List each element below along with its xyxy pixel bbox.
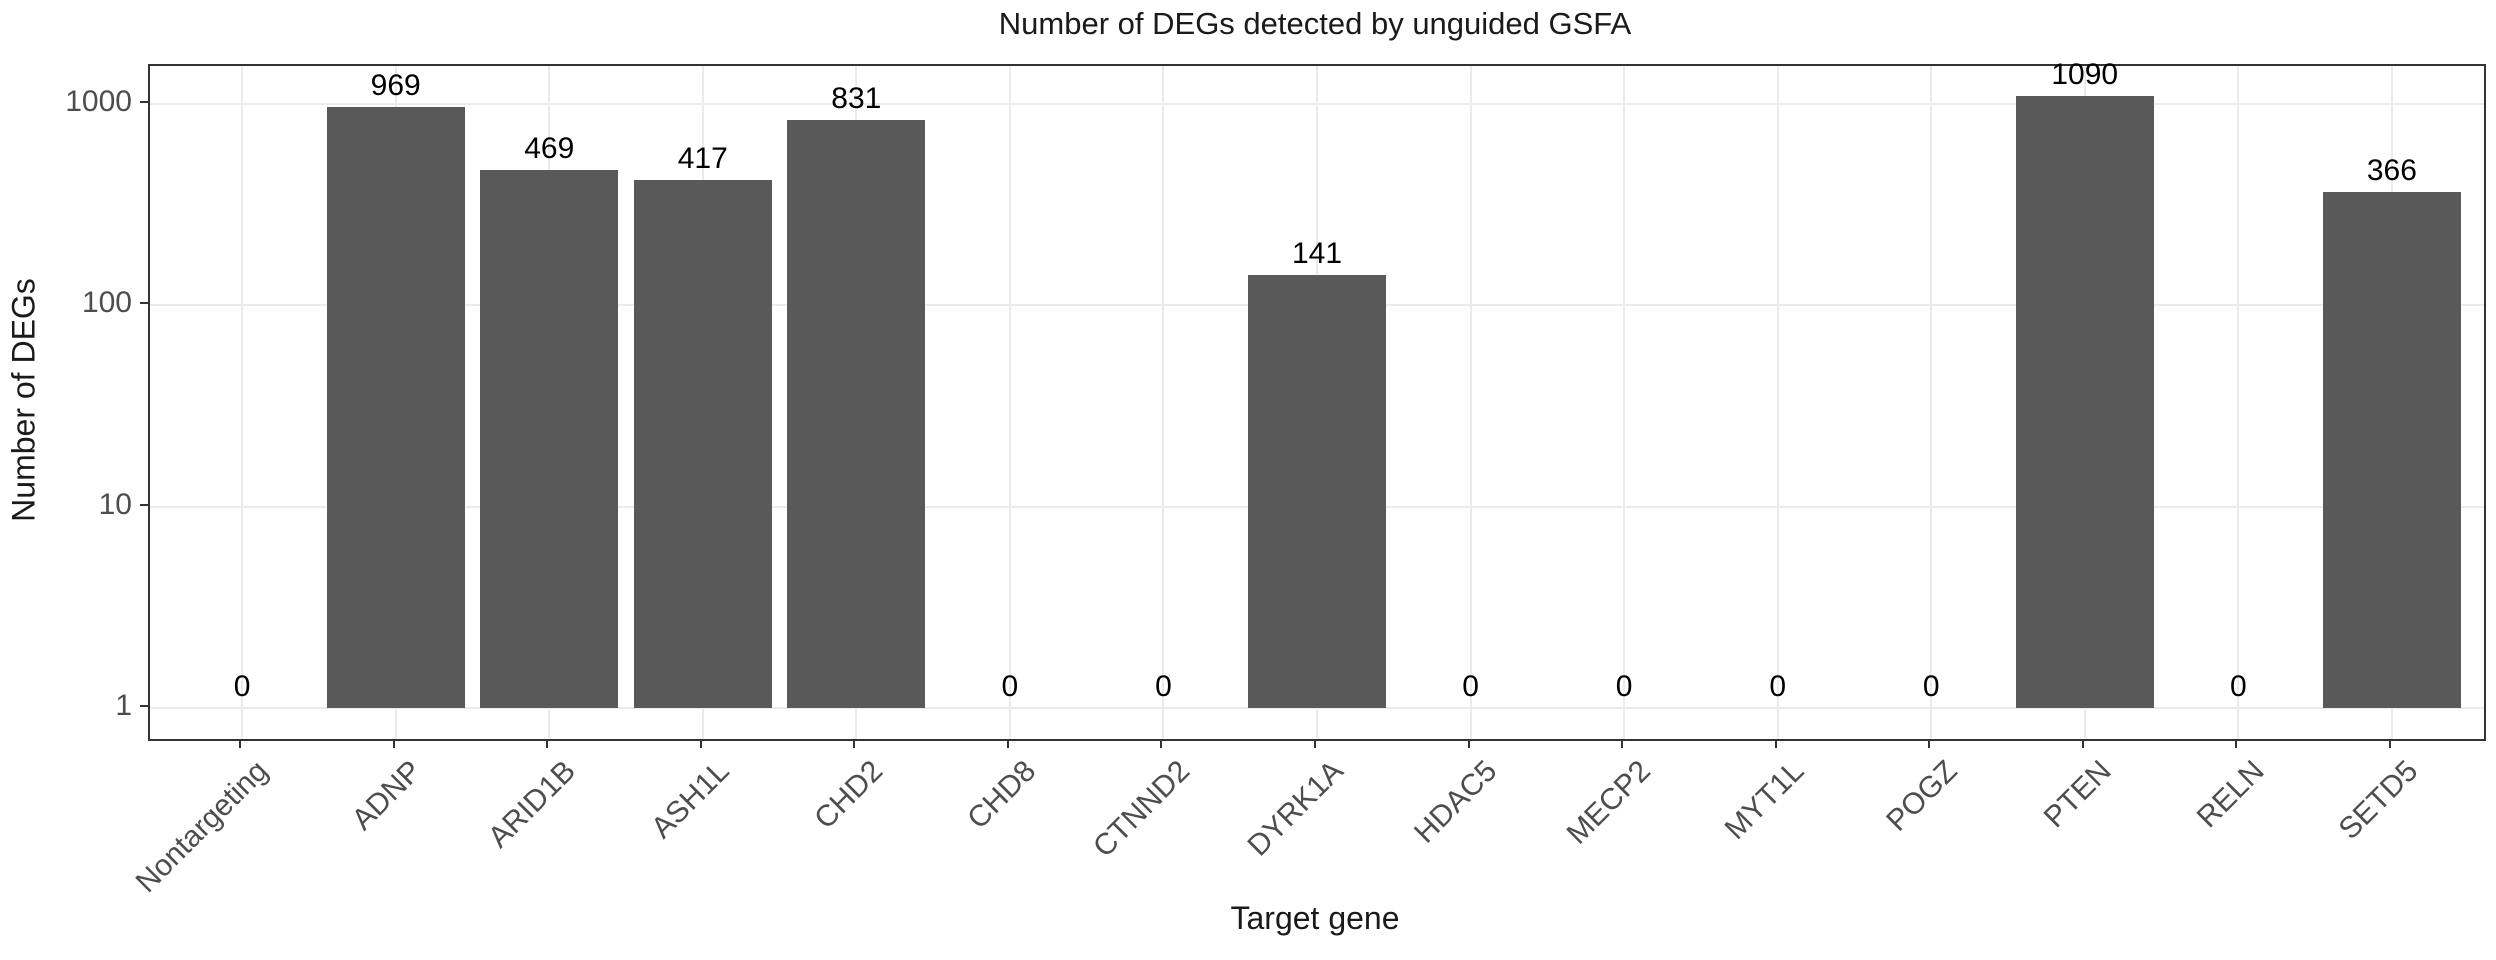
x-tick-ash1l [699, 739, 702, 748]
x-tick-chd2 [853, 739, 856, 748]
x-tick-label-setd5: SETD5 [2332, 754, 2425, 847]
x-tick-ctnnd2 [1160, 739, 1163, 748]
plot-panel: 0 969 469 417 831 0 0 141 0 0 0 0 1090 0 366 [148, 60, 2486, 741]
x-tick-label-mecp2: MECP2 [1560, 754, 1657, 851]
bar-value-label-chd2: 831 [831, 82, 882, 116]
gridline-v-pogz [1930, 66, 1933, 739]
y-tick-label-1: 1 [115, 689, 132, 723]
x-tick-label-nontargeting: Nontargeting [129, 754, 275, 900]
bar-setd5 [2322, 191, 2461, 709]
x-tick-label-reln: RELN [2191, 754, 2271, 835]
y-tick-label-1000: 1000 [65, 84, 132, 118]
gridline-v-reln [2237, 66, 2240, 739]
x-tick-label-arid1b: ARID1B [481, 754, 582, 855]
bar-value-label-chd8: 0 [1001, 670, 1019, 704]
bar-value-label-myt1l: 0 [1769, 670, 1786, 704]
x-tick-chd8 [1006, 739, 1009, 748]
y-tick-10 [140, 503, 148, 506]
bars-layer [150, 66, 2484, 739]
x-tick-hdac5 [1467, 739, 1470, 748]
x-tick-label-chd2: CHD2 [807, 754, 889, 836]
y-tick-1 [140, 705, 148, 708]
bar-value-label-nontargeting: 0 [233, 670, 251, 704]
x-tick-reln [2235, 739, 2238, 748]
x-axis-title: Target gene [1230, 900, 1400, 936]
x-tick-label-pten: PTEN [2037, 754, 2118, 835]
bar-value-label-hdac5: 0 [1462, 670, 1479, 704]
bar-value-label-dyrk1a: 141 [1291, 237, 1343, 271]
bar-value-label-pogz: 0 [1922, 670, 1940, 704]
chart-title: Number of DEGs detected by unguided GSFA [998, 6, 1632, 41]
bar-value-label-mecp2: 0 [1615, 670, 1633, 704]
x-tick-label-chd8: CHD8 [961, 754, 1043, 836]
x-tick-mecp2 [1621, 739, 1624, 748]
x-tick-label-hdac5: HDAC5 [1407, 754, 1504, 850]
bar-value-label-adnp: 969 [370, 68, 421, 102]
x-tick-nontargeting [239, 739, 242, 748]
gridline-v-hdac5 [1469, 66, 1472, 739]
x-tick-label-pogz: POGZ [1880, 754, 1964, 838]
bar-value-label-setd5: 366 [2366, 153, 2417, 187]
x-tick-label-myt1l: MYT1L [1718, 754, 1811, 847]
bar-arid1b [480, 170, 619, 709]
bar-value-label-pten: 1090 [2051, 58, 2119, 92]
y-tick-label-10: 10 [98, 487, 132, 521]
x-tick-myt1l [1774, 739, 1777, 748]
bar-dyrk1a [1247, 275, 1387, 709]
x-tick-arid1b [546, 739, 549, 748]
gridline-h-1 [150, 707, 2484, 710]
gridline-v-chd8 [1008, 66, 1011, 739]
bar-pten [2015, 96, 2154, 709]
x-tick-setd5 [2388, 739, 2391, 748]
gridline-h-1000 [150, 102, 2484, 105]
bar-chd2 [787, 120, 926, 709]
x-tick-pten [2081, 739, 2084, 748]
bar-value-label-ash1l: 417 [677, 142, 728, 176]
gridline-v-mecp2 [1623, 66, 1626, 739]
bar-adnp [326, 106, 465, 709]
y-tick-label-100: 100 [81, 286, 132, 320]
x-tick-dyrk1a [1314, 739, 1316, 748]
gridline-v-nontargeting [241, 66, 244, 739]
bar-value-label-arid1b: 469 [524, 132, 575, 166]
x-tick-label-dyrk1a: DYRK1A [1241, 754, 1350, 863]
x-tick-label-ctnnd2: CTNND2 [1086, 754, 1197, 864]
x-tick-pogz [1928, 739, 1931, 748]
bar-value-label-reln: 0 [2229, 670, 2247, 704]
gridline-v-myt1l [1776, 66, 1779, 739]
bar-labels-layer: 0 969 469 417 831 0 0 141 0 0 0 0 1090 0 366 [150, 60, 2484, 739]
y-tick-100 [140, 302, 148, 305]
gridline-v-ctnnd2 [1162, 66, 1165, 739]
y-tick-1000 [140, 100, 148, 103]
bar-ash1l [633, 180, 772, 709]
x-tick-label-adnp: ADNP [346, 754, 429, 837]
x-tick-adnp [392, 739, 395, 748]
bar-value-label-ctnnd2: 0 [1155, 670, 1172, 704]
x-tick-label-ash1l: ASH1L [644, 754, 736, 845]
